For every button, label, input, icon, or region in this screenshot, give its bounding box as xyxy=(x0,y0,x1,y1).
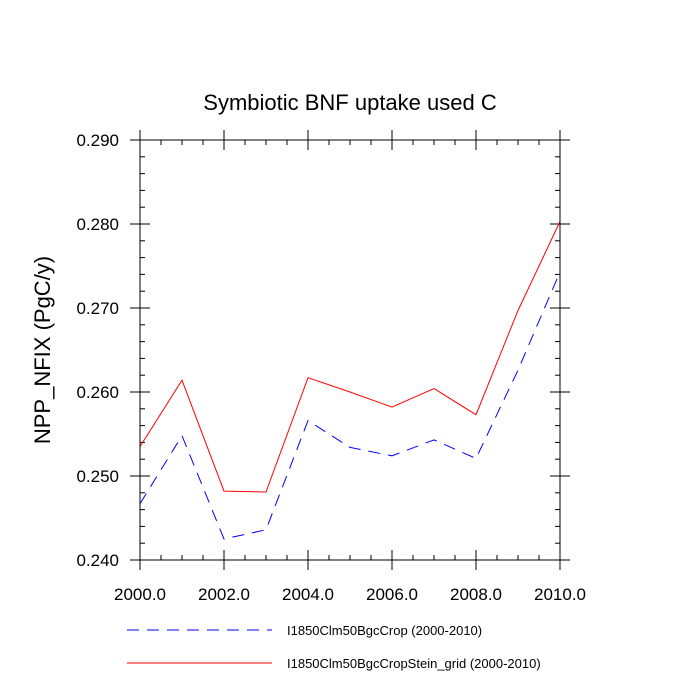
x-tick-label: 2002.0 xyxy=(198,585,250,604)
series-line-1 xyxy=(139,271,561,540)
y-tick-label: 0.240 xyxy=(76,551,119,570)
legend-label-2: I1850Clm50BgcCropStein_grid (2000-2010) xyxy=(287,656,541,671)
x-tick-label: 2006.0 xyxy=(366,585,418,604)
plot-frame xyxy=(139,139,561,561)
y-tick-label: 0.280 xyxy=(76,215,119,234)
y-tick-label: 0.250 xyxy=(76,467,119,486)
minor-ticks xyxy=(139,139,561,561)
y-tick-label: 0.290 xyxy=(76,131,119,150)
legend: I1850Clm50BgcCrop (2000-2010) I1850Clm50B… xyxy=(127,623,541,671)
x-tick-label: 2010.0 xyxy=(534,585,586,604)
x-tick-label: 2004.0 xyxy=(282,585,334,604)
y-tick-label: 0.270 xyxy=(76,299,119,318)
x-tick-label: 2000.0 xyxy=(114,585,166,604)
series-line-2 xyxy=(139,221,561,493)
y-axis-label: NPP_NFIX (PgC/y) xyxy=(30,256,55,444)
chart-title: Symbiotic BNF uptake used C xyxy=(203,90,497,115)
tick-labels: 2000.0 2002.0 2004.0 2006.0 2008.0 2010.0 0.24… xyxy=(76,131,586,604)
series-lines xyxy=(139,221,561,540)
x-tick-label: 2008.0 xyxy=(450,585,502,604)
legend-label-1: I1850Clm50BgcCrop (2000-2010) xyxy=(287,623,482,638)
y-tick-label: 0.260 xyxy=(76,383,119,402)
major-ticks xyxy=(130,130,570,570)
